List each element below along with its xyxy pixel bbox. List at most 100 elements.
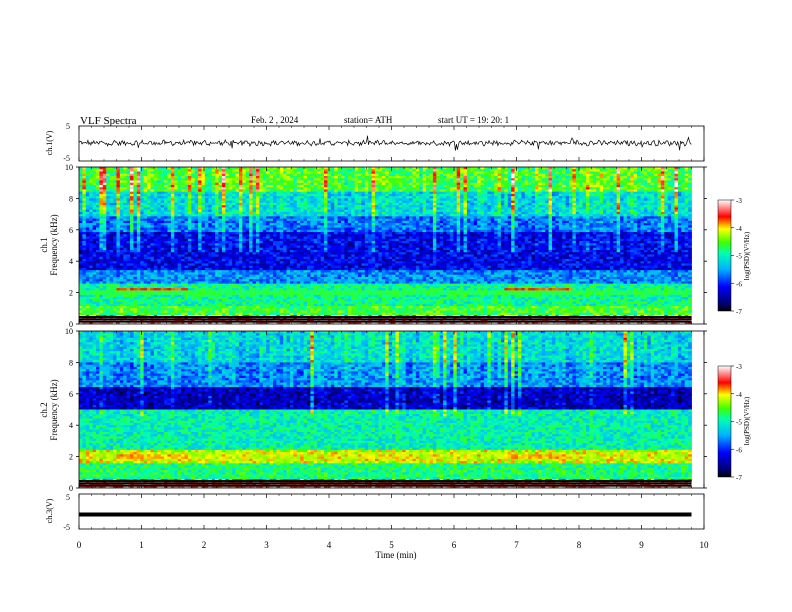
- spectrogram-cell: [405, 173, 410, 177]
- spectrogram-cell: [562, 196, 566, 199]
- spectrogram-cell: [504, 169, 509, 172]
- spectrogram-cell: [130, 218, 134, 222]
- spectrogram-cell: [626, 214, 631, 217]
- spectrogram-cell: [184, 216, 189, 219]
- spectrogram-cell: [429, 169, 434, 172]
- spectrogram-cell: [531, 220, 536, 224]
- spectrogram-cell: [283, 191, 287, 195]
- spectrogram-cell: [283, 207, 287, 211]
- spectrogram-cell: [106, 175, 111, 179]
- spectrogram-cell: [170, 196, 175, 199]
- spectrogram-cell: [490, 223, 495, 226]
- spectrogram-cell: [487, 198, 492, 202]
- spectrogram-cell: [320, 193, 325, 197]
- spectrogram-cell: [657, 220, 662, 224]
- spectrogram-cell: [228, 187, 233, 190]
- spectrogram-cell: [569, 167, 573, 170]
- spectrogram-cell: [85, 169, 90, 172]
- spectrogram-cell: [555, 211, 560, 215]
- spectrogram-cell: [89, 211, 94, 215]
- spectrogram-cell: [344, 193, 349, 197]
- spectrogram-cell: [113, 182, 117, 186]
- spectrogram-cell: [89, 175, 94, 179]
- spectrogram-cell: [538, 223, 543, 226]
- spectrogram-cell: [249, 173, 253, 177]
- spectrogram-cell: [334, 189, 339, 193]
- spectrogram-cell: [524, 193, 529, 197]
- spectrogram-cell: [671, 207, 675, 211]
- spectrogram-cell: [225, 171, 230, 175]
- spectrogram-cell: [327, 205, 332, 208]
- spectrogram-cell: [528, 178, 532, 181]
- spectrogram-cell: [637, 180, 641, 184]
- spectrogram-cell: [385, 227, 390, 231]
- spectrogram-cell: [204, 173, 209, 177]
- spectrogram-cell: [494, 196, 498, 199]
- spectrogram-cell: [317, 167, 321, 170]
- spectrogram-cell: [392, 220, 396, 224]
- spectrogram-cell: [191, 220, 196, 224]
- spectrogram-cell: [500, 205, 505, 208]
- spectrogram-cell: [677, 178, 682, 181]
- spectrogram-cell: [466, 211, 471, 215]
- spectrogram-cell: [184, 167, 189, 170]
- spectrogram-cell: [313, 216, 318, 219]
- spectrogram-cell: [647, 207, 652, 211]
- spectrogram-cell: [266, 205, 270, 208]
- spectrogram-cell: [215, 180, 219, 184]
- spectrogram-cell: [99, 214, 104, 217]
- spectrogram-cell: [150, 184, 155, 188]
- spectrogram-cell: [640, 180, 645, 184]
- spectrogram-cell: [415, 227, 420, 231]
- spectrogram-cell: [443, 198, 447, 202]
- spectrogram-cell: [483, 184, 488, 188]
- spectrogram-cell: [130, 191, 134, 195]
- spectrogram-cell: [613, 178, 618, 181]
- spectrogram-cell: [392, 175, 396, 179]
- spectrogram-cell: [667, 198, 672, 202]
- spectrogram-cell: [381, 167, 386, 170]
- spectrogram-cell: [616, 167, 621, 170]
- spectrogram-cell: [133, 180, 138, 184]
- spectrogram-cell: [113, 169, 117, 172]
- spectrogram-cell: [606, 167, 611, 170]
- spectrogram-cell: [358, 178, 362, 181]
- spectrogram-cell: [449, 214, 454, 217]
- spectrogram-cell: [504, 227, 509, 231]
- spectrogram-cell: [650, 200, 655, 204]
- spectrogram-cell: [473, 171, 478, 175]
- spectrogram-cell: [521, 220, 526, 224]
- spectrogram-cell: [375, 218, 379, 222]
- spectrogram-cell: [684, 200, 689, 204]
- spectrogram-cell: [167, 184, 172, 188]
- spectrogram-cell: [337, 209, 342, 213]
- spectrogram-cell: [592, 196, 597, 199]
- spectrogram-cell: [347, 225, 352, 228]
- spectrogram-cell: [541, 216, 546, 219]
- spectrogram-cell: [245, 173, 250, 177]
- spectrogram-cell: [388, 223, 393, 226]
- spectrogram-cell: [637, 207, 641, 211]
- spectrogram-cell: [177, 227, 182, 231]
- spectrogram-cell: [334, 207, 339, 211]
- spectrogram-cell: [422, 211, 427, 215]
- spectrogram-cell: [453, 198, 458, 202]
- spectrogram-cell: [385, 205, 390, 208]
- spectrogram-cell: [480, 184, 485, 188]
- spectrogram-cell: [548, 169, 553, 172]
- spectrogram-cell: [616, 169, 621, 172]
- spectrogram-cell: [341, 211, 345, 215]
- spectrogram-cell: [157, 202, 162, 206]
- spectrogram-cell: [582, 216, 587, 219]
- spectrogram-cell: [133, 189, 138, 193]
- spectrogram-cell: [225, 220, 230, 224]
- spectrogram-cell: [392, 196, 396, 199]
- spectrogram-cell: [412, 205, 417, 208]
- spectrogram-cell: [249, 187, 253, 190]
- spectrogram-cell: [575, 180, 580, 184]
- spectrogram-cell: [96, 218, 100, 222]
- spectrogram-cell: [269, 223, 274, 226]
- spectrogram-cell: [79, 211, 83, 215]
- spectrogram-cell: [157, 196, 162, 199]
- spectrogram-cell: [201, 211, 206, 215]
